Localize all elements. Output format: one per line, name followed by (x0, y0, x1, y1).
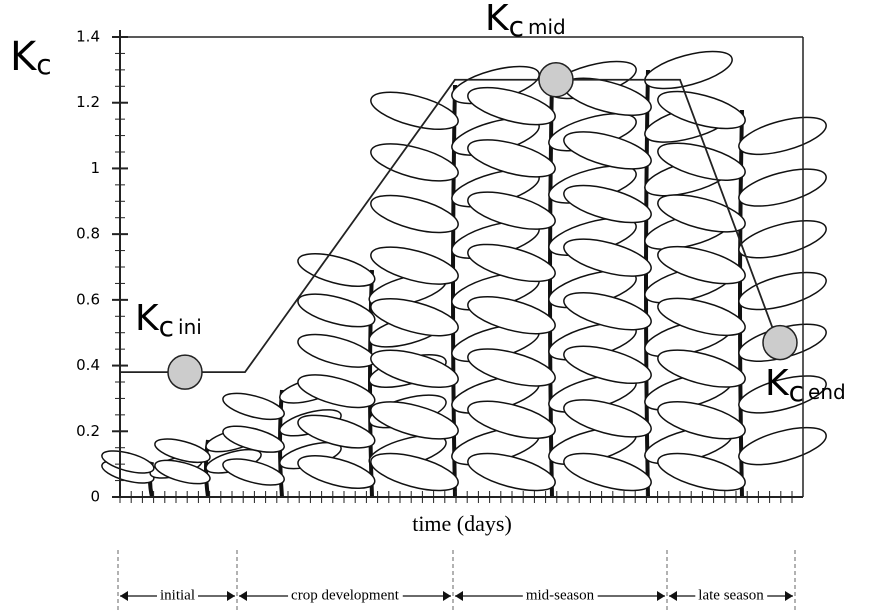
plant-leaf (295, 328, 378, 374)
y-tick-label: 1 (90, 159, 100, 177)
plant-leaf (735, 110, 830, 162)
stage-label: late season (698, 587, 764, 603)
plant-leaf (367, 136, 462, 188)
kc-stage: end (808, 380, 846, 404)
arrow-head (455, 591, 463, 601)
chart: Kc time (days) 00.20.40.60.811.21.4Kcini… (0, 0, 872, 612)
plant-leaf (220, 388, 286, 425)
kc-symbol: K (135, 298, 160, 339)
plant-leaf (735, 420, 830, 472)
y-tick-label: 1.4 (76, 28, 100, 46)
y-axis-label: Kc (10, 34, 52, 81)
arrow-head (120, 591, 128, 601)
plant-leaf (295, 288, 378, 334)
kc-point (168, 355, 202, 389)
plant-illustrations (100, 44, 830, 498)
y-tick-label: 0.6 (76, 290, 100, 308)
arrow-head (657, 591, 665, 601)
arrow-head (239, 591, 247, 601)
kc-symbol: K (765, 363, 790, 404)
stage-label: crop development (291, 587, 400, 603)
y-tick-label: 1.2 (76, 93, 100, 111)
kc-point (539, 63, 573, 97)
kc-subscript: c (789, 375, 804, 408)
kc-subscript: c (509, 10, 524, 43)
arrow-head (227, 591, 235, 601)
kc-stage: ini (178, 315, 202, 339)
x-axis-label: time (days) (412, 511, 512, 536)
plant-leaf (641, 44, 736, 96)
kc-point (763, 326, 797, 360)
arrow-head (443, 591, 451, 601)
arrow-head (785, 591, 793, 601)
plant-leaf (735, 265, 830, 317)
plant-leaf (367, 188, 462, 240)
arrow-head (669, 591, 677, 601)
kc-symbol: K (485, 0, 510, 39)
plant-leaf (735, 162, 830, 214)
kc-stage: mid (528, 15, 566, 39)
kc-subscript: c (159, 310, 174, 343)
plant-leaf (735, 213, 830, 265)
y-tick-label: 0.8 (76, 225, 100, 243)
plant-leaf (295, 368, 378, 414)
stage-label: mid-season (526, 587, 595, 603)
y-tick-label: 0.4 (76, 356, 100, 374)
y-tick-label: 0.2 (76, 422, 100, 440)
plant-leaf (367, 85, 462, 137)
stage-label: initial (160, 587, 195, 603)
y-tick-label: 0 (90, 488, 100, 506)
